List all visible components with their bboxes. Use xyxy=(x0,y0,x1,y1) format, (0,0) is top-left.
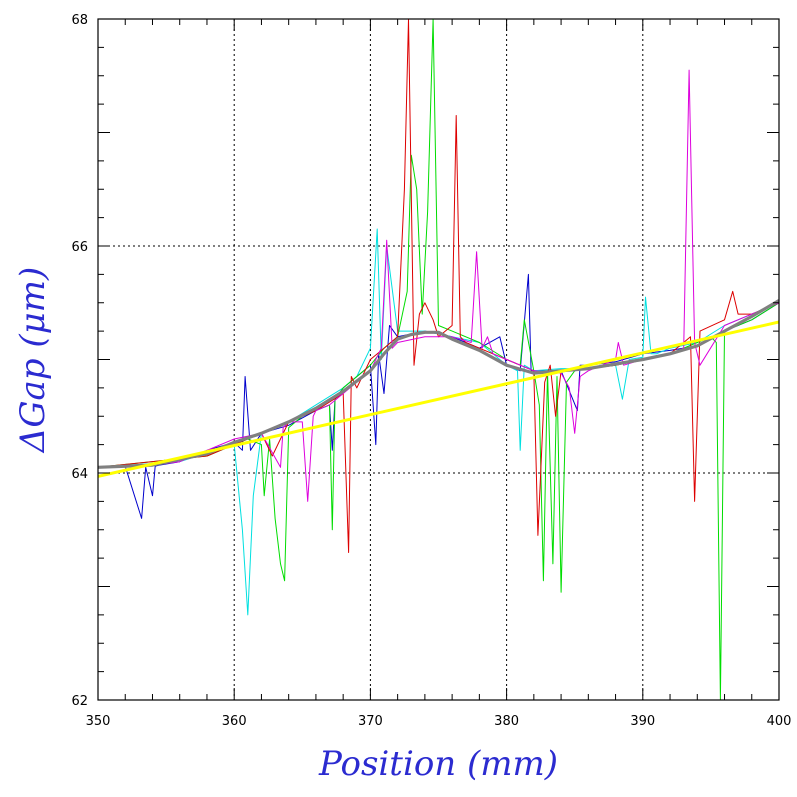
x-tick-label: 370 xyxy=(358,714,383,729)
x-tick-label: 390 xyxy=(630,714,655,729)
axis-ticks xyxy=(97,18,780,701)
x-tick-label: 400 xyxy=(767,714,792,729)
x-tick-label: 360 xyxy=(222,714,247,729)
y-tick-label: 62 xyxy=(71,694,88,709)
y-axis-title: ΔGap (μm) xyxy=(13,267,53,454)
series-layer xyxy=(98,19,779,700)
series-line-3 xyxy=(98,19,779,700)
series-line-2 xyxy=(98,228,779,616)
y-tick-label: 64 xyxy=(71,467,88,482)
x-tick-label: 350 xyxy=(86,714,111,729)
y-tick-label: 66 xyxy=(71,240,88,255)
x-tick-label: 380 xyxy=(494,714,519,729)
plot-frame xyxy=(97,18,780,701)
series-line-5 xyxy=(98,69,779,502)
series-line-6 xyxy=(98,299,779,469)
grid-lines xyxy=(98,19,779,700)
series-line-7 xyxy=(98,320,779,478)
y-tick-label: 68 xyxy=(71,13,88,28)
x-axis-title: Position (mm) xyxy=(318,744,558,784)
tick-labels: 350 360 370 380 390 400 62 64 66 68 xyxy=(71,13,791,729)
series-line-4 xyxy=(98,19,779,553)
